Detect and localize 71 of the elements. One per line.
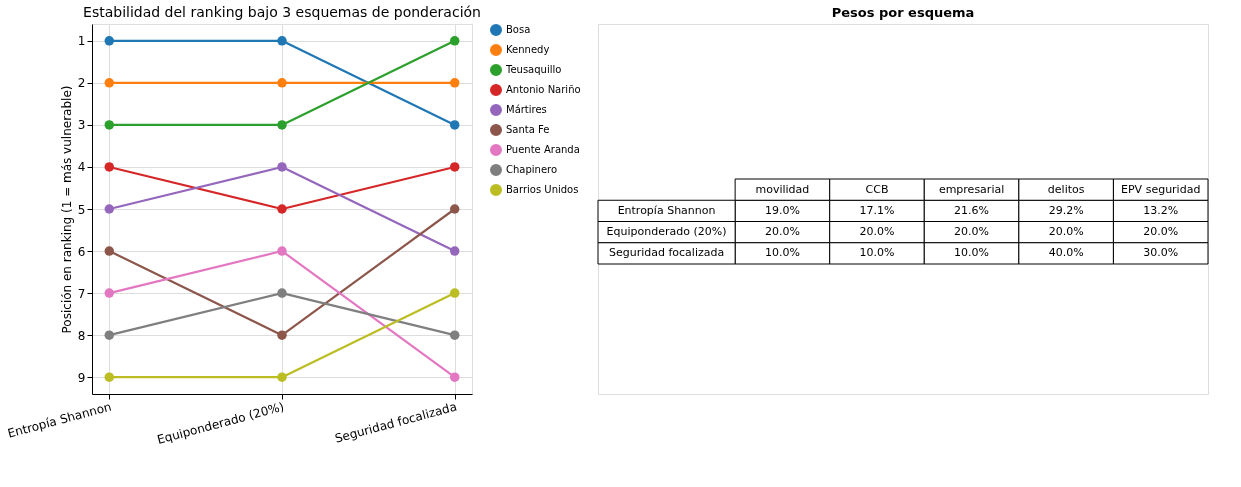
- data-label: 30.0%: [1143, 246, 1179, 260]
- x-tick-label: CCB: [865, 182, 889, 196]
- y-tick-label: 8: [77, 328, 86, 343]
- legend-label: Puente Aranda: [506, 144, 580, 155]
- point: [277, 78, 287, 88]
- data-label: 20.0%: [764, 225, 800, 239]
- data-label: 10.0%: [859, 246, 895, 260]
- data-label: 10.0%: [764, 246, 800, 260]
- point: [104, 246, 115, 256]
- data-label: 40.0%: [1048, 246, 1084, 260]
- y-tick-label: 3: [77, 118, 86, 133]
- data-label: 20.0%: [859, 225, 895, 239]
- y-tick-label: 6: [77, 244, 86, 259]
- point: [104, 120, 115, 130]
- point: [449, 162, 460, 172]
- point: [277, 330, 287, 340]
- point: [104, 204, 115, 214]
- point: [104, 78, 115, 88]
- y-tick-label: 9: [77, 370, 86, 385]
- legend-label: Teusaquillo: [505, 64, 562, 75]
- y-tick-label: Equiponderado (20%): [606, 225, 727, 239]
- y-tick-label: Entropía Shannon: [617, 203, 716, 217]
- point: [277, 372, 287, 382]
- point: [104, 36, 115, 46]
- legend-label: Barrios Unidos: [506, 184, 579, 195]
- point: [104, 330, 115, 340]
- y-axis-title: Posición en ranking (1 = más vulnerable): [59, 85, 74, 334]
- y-tick-label: 4: [77, 160, 86, 175]
- data-label: 19.0%: [764, 203, 800, 217]
- x-tick-label: movilidad: [755, 182, 810, 196]
- x-tick-label: EPV seguridad: [1121, 182, 1201, 196]
- legend-label: Chapinero: [506, 164, 558, 175]
- y-tick-label: 5: [77, 202, 86, 217]
- chart-title: Pesos por esquema: [831, 5, 975, 20]
- data-label: 21.6%: [954, 203, 990, 217]
- y-tick-label: Seguridad focalizada: [608, 246, 725, 260]
- point: [104, 162, 115, 172]
- y-tick-label: 2: [77, 76, 86, 91]
- data-label: 29.2%: [1048, 203, 1084, 217]
- point: [277, 246, 287, 256]
- legend-label: Mártires: [506, 104, 547, 115]
- data-label: 20.0%: [954, 225, 990, 239]
- y-tick-label: 1: [77, 34, 86, 49]
- legend-label: Bosa: [506, 24, 531, 35]
- data-label: 17.1%: [859, 203, 895, 217]
- point: [277, 288, 287, 298]
- point: [449, 120, 460, 130]
- point: [277, 162, 287, 172]
- point: [449, 204, 460, 214]
- y-tick-label: 7: [77, 286, 86, 301]
- data-label: 10.0%: [954, 246, 990, 260]
- data-label: 13.2%: [1143, 203, 1179, 217]
- point: [104, 372, 115, 382]
- legend-label: Santa Fe: [506, 124, 550, 135]
- point: [277, 120, 287, 130]
- x-tick-label: delitos: [1047, 182, 1085, 196]
- point: [449, 288, 460, 298]
- point: [104, 288, 115, 298]
- legend-label: Antonio Nariño: [506, 84, 581, 95]
- point: [449, 372, 460, 382]
- point: [449, 78, 460, 88]
- data-label: 20.0%: [1048, 225, 1084, 239]
- legend-label: Kennedy: [506, 44, 550, 55]
- x-tick-label: empresarial: [938, 182, 1005, 196]
- data-label: 20.0%: [1143, 225, 1179, 239]
- chart-title: Estabilidad del ranking bajo 3 esquemas de ponderación: [83, 4, 481, 20]
- point: [277, 36, 287, 46]
- point: [277, 204, 287, 214]
- point: [449, 330, 460, 340]
- point: [449, 36, 460, 46]
- point: [449, 246, 460, 256]
